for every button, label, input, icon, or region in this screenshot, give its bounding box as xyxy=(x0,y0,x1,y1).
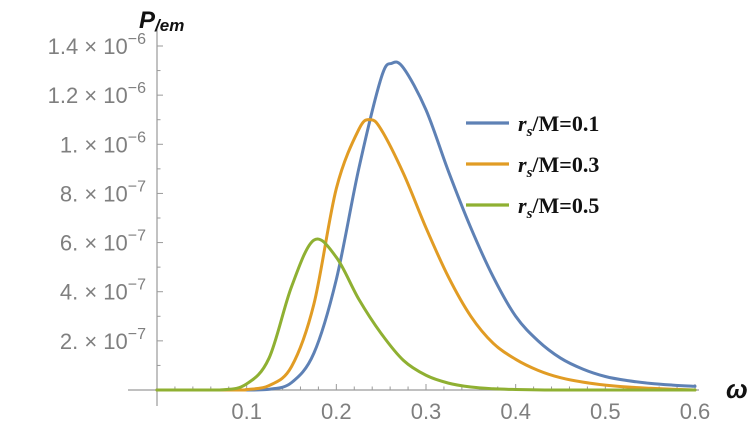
y-ticks: 2. × 10−7 4. × 10−7 6. × 10−7 8. × 10−7 1. ×… xyxy=(48,31,163,366)
series-line-3 xyxy=(155,237,697,392)
series-line-1 xyxy=(155,60,697,392)
y-tick-label: 8. × 10−7 xyxy=(60,178,146,206)
y-tick-label: 1.2 × 10−6 xyxy=(48,80,146,108)
legend: rs/M=0.1 rs/M=0.3 rs/M=0.5 xyxy=(466,111,599,222)
x-tick-label: 0.1 xyxy=(231,399,262,424)
series-layer xyxy=(155,60,697,392)
legend-label-3: rs/M=0.5 xyxy=(518,193,599,222)
x-tick-label: 0.2 xyxy=(321,399,352,424)
y-tick-label: 6. × 10−7 xyxy=(60,228,146,256)
y-tick-label: 1.4 × 10−6 xyxy=(48,31,146,59)
x-ticks: 0.1 0.2 0.3 0.4 0.5 0.6 xyxy=(156,384,711,424)
legend-label-2: rs/M=0.3 xyxy=(518,152,599,181)
x-tick-label: 0.5 xyxy=(590,399,621,424)
y-tick-label: 4. × 10−7 xyxy=(60,277,146,305)
x-axis-title: ω xyxy=(726,374,747,404)
y-axis-title: P/em xyxy=(139,7,184,35)
x-tick-label: 0.4 xyxy=(500,399,531,424)
legend-label-1: rs/M=0.1 xyxy=(518,111,599,140)
y-tick-label: 2. × 10−7 xyxy=(60,326,146,354)
y-axis-title-main: P xyxy=(139,7,156,34)
x-tick-label: 0.3 xyxy=(411,399,442,424)
y-tick-label: 1. × 10−6 xyxy=(60,129,146,157)
y-axis-title-sub: /em xyxy=(154,16,184,35)
x-tick-label: 0.6 xyxy=(680,399,711,424)
series-line-2 xyxy=(155,118,697,392)
